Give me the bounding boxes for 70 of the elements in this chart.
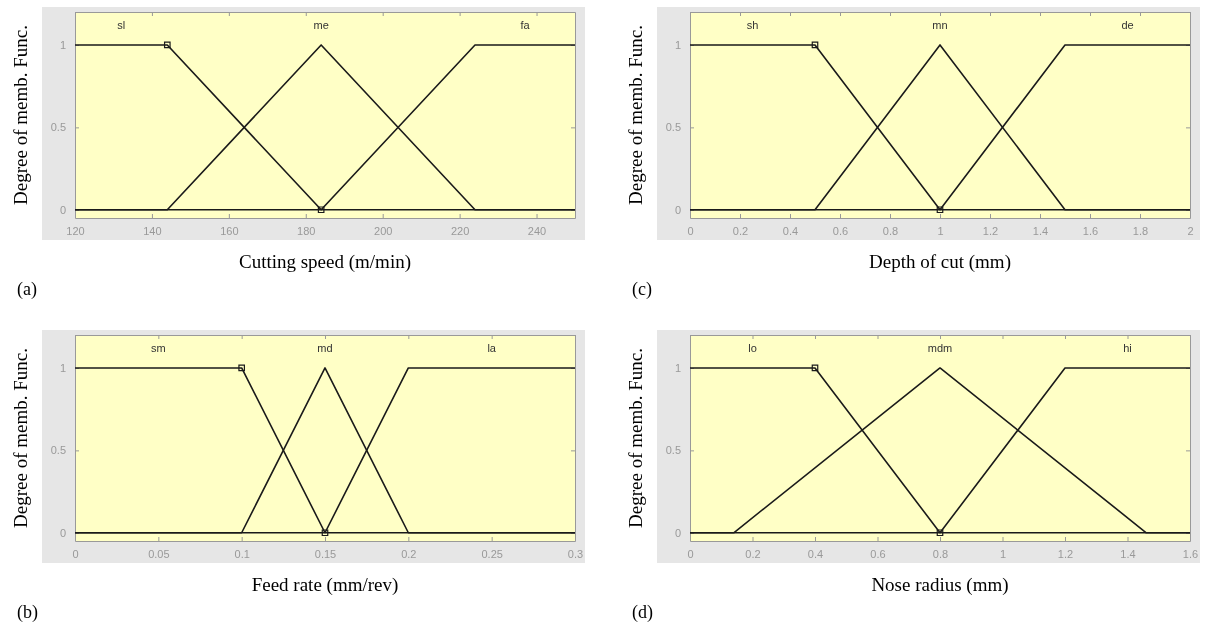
text: (b) (17, 602, 38, 623)
x-tick-label: 240 (527, 224, 547, 237)
y-tick-label: 0.5 (50, 444, 66, 457)
y-tick-label: 0.5 (665, 444, 681, 457)
series-label: sl (117, 18, 126, 31)
x-tick-label: 1.2 (1057, 547, 1074, 560)
x-axis-title: Nose radius (mm) (871, 574, 1009, 596)
text: (c) (632, 279, 652, 300)
x-tick-label: 0.2 (745, 547, 761, 560)
y-tick-label: 0.5 (665, 121, 681, 134)
x-tick-label: 0 (72, 547, 79, 560)
x-tick-label: 0.4 (782, 224, 799, 237)
x-tick-label: 220 (450, 224, 470, 237)
x-axis-title: Depth of cut (mm) (869, 251, 1011, 273)
x-tick-label: 0.1 (234, 547, 250, 560)
y-tick-label: 0 (59, 203, 66, 216)
x-tick-label: 0.6 (870, 547, 886, 560)
x-tick-label: 0.05 (148, 547, 170, 560)
x-tick-label: 1.4 (1032, 224, 1049, 237)
x-tick-label: 1.8 (1132, 224, 1149, 237)
x-tick-label: 2 (1187, 224, 1194, 237)
x-tick-label: 0.25 (481, 547, 503, 560)
x-axis-title: Feed rate (mm/rev) (251, 574, 399, 596)
x-tick-label: 0.2 (401, 547, 417, 560)
x-tick-label: 0.2 (732, 224, 749, 237)
x-tick-label: 0.6 (832, 224, 849, 237)
y-axis-title: Degree of memb. Func. (625, 348, 646, 528)
x-tick-label: 0.4 (807, 547, 824, 560)
series-label: me (313, 18, 329, 31)
series-label: md (317, 341, 333, 354)
x-tick-label: 0.3 (567, 547, 584, 560)
series-label: mn (932, 18, 948, 31)
y-tick-label: 1 (674, 38, 681, 51)
series-label: de (1121, 18, 1134, 31)
x-tick-label: 1.6 (1082, 224, 1099, 237)
x-tick-label: 0.8 (882, 224, 899, 237)
y-tick-label: 0 (59, 526, 66, 539)
x-tick-label: 200 (374, 224, 393, 237)
y-axis-title: Degree of memb. Func. (10, 348, 31, 528)
y-axis-title: Degree of memb. Func. (625, 25, 646, 205)
y-tick-label: 0.5 (50, 121, 66, 134)
series-label: hi (1123, 341, 1132, 354)
y-tick-label: 1 (59, 361, 66, 374)
y-axis-title: Degree of memb. Func. (10, 25, 31, 205)
x-tick-label: 160 (220, 224, 239, 237)
series-label: mdm (927, 341, 953, 354)
x-tick-label: 0 (687, 224, 694, 237)
x-tick-label: 1.6 (1182, 547, 1199, 560)
series-label: lo (748, 341, 757, 354)
y-tick-label: 1 (674, 361, 681, 374)
x-tick-label: 1 (937, 224, 944, 237)
x-tick-label: 0.15 (314, 547, 337, 560)
series-label: sh (746, 18, 759, 31)
x-tick-label: 180 (297, 224, 316, 237)
series-label: sm (151, 341, 166, 354)
series-label: la (487, 341, 497, 354)
x-axis-title: Cutting speed (m/min) (238, 251, 412, 273)
y-tick-label: 1 (59, 38, 66, 51)
x-tick-label: 140 (143, 224, 162, 237)
y-tick-label: 0 (674, 526, 681, 539)
text: (d) (632, 602, 653, 623)
x-tick-label: 0.8 (932, 547, 949, 560)
text: (a) (17, 279, 37, 300)
x-tick-label: 0 (687, 547, 694, 560)
x-tick-label: 120 (66, 224, 85, 237)
y-tick-label: 0 (674, 203, 681, 216)
series-label: fa (520, 18, 531, 31)
x-tick-label: 1.4 (1120, 547, 1136, 560)
x-tick-label: 1 (999, 547, 1007, 560)
x-tick-label: 1.2 (982, 224, 999, 237)
